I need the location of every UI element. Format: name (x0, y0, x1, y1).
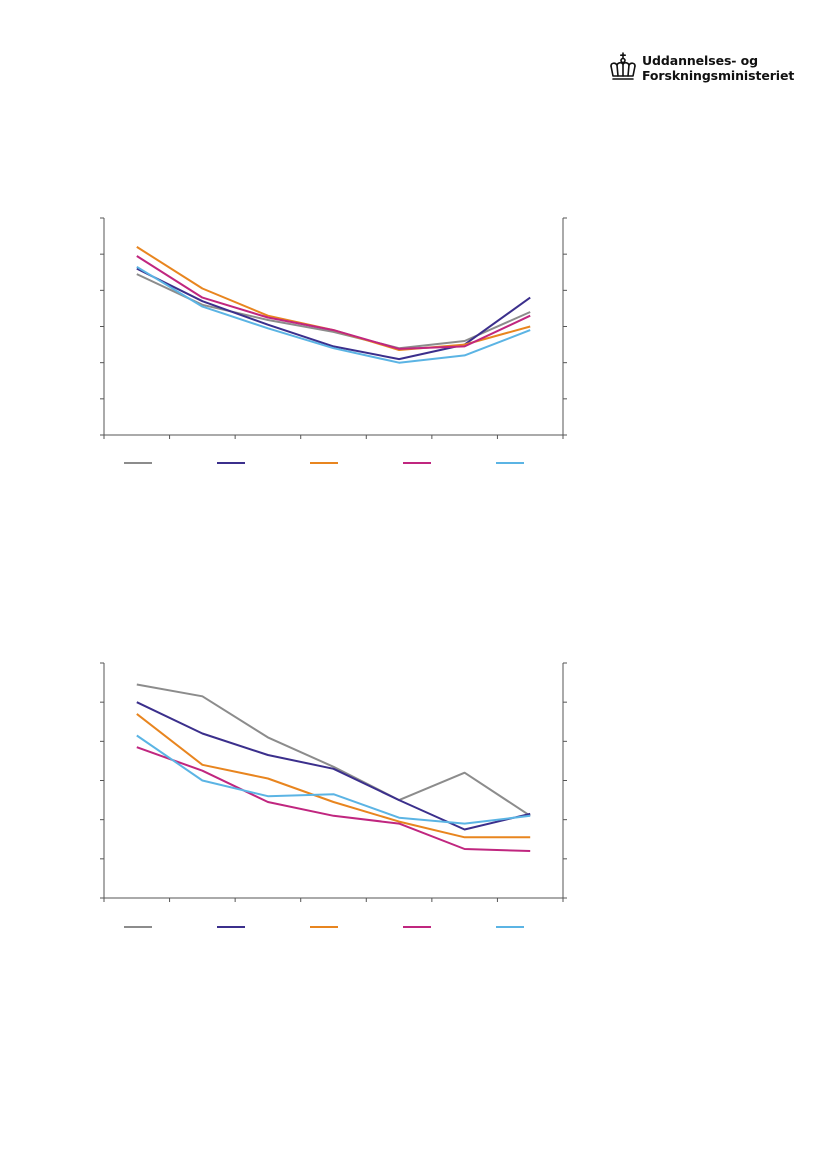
logo-line-1: Uddannelses- og (642, 53, 758, 68)
series-line-1 (136, 683, 531, 817)
series-line-3 (136, 713, 531, 839)
series-line-2 (136, 701, 531, 831)
series-line-4 (136, 746, 531, 852)
crown-icon (610, 52, 636, 80)
series-line-1 (136, 273, 531, 350)
line-chart-2 (100, 662, 567, 928)
logo-line-2: Forskningsministeriet (642, 68, 795, 83)
series-line-5 (136, 265, 531, 364)
line-chart-1 (100, 217, 567, 464)
ministry-logo: Uddannelses- og Forskningsministeriet (608, 52, 794, 84)
series-line-5 (136, 734, 531, 825)
series-line-2 (136, 267, 531, 361)
series-line-4 (136, 255, 531, 350)
